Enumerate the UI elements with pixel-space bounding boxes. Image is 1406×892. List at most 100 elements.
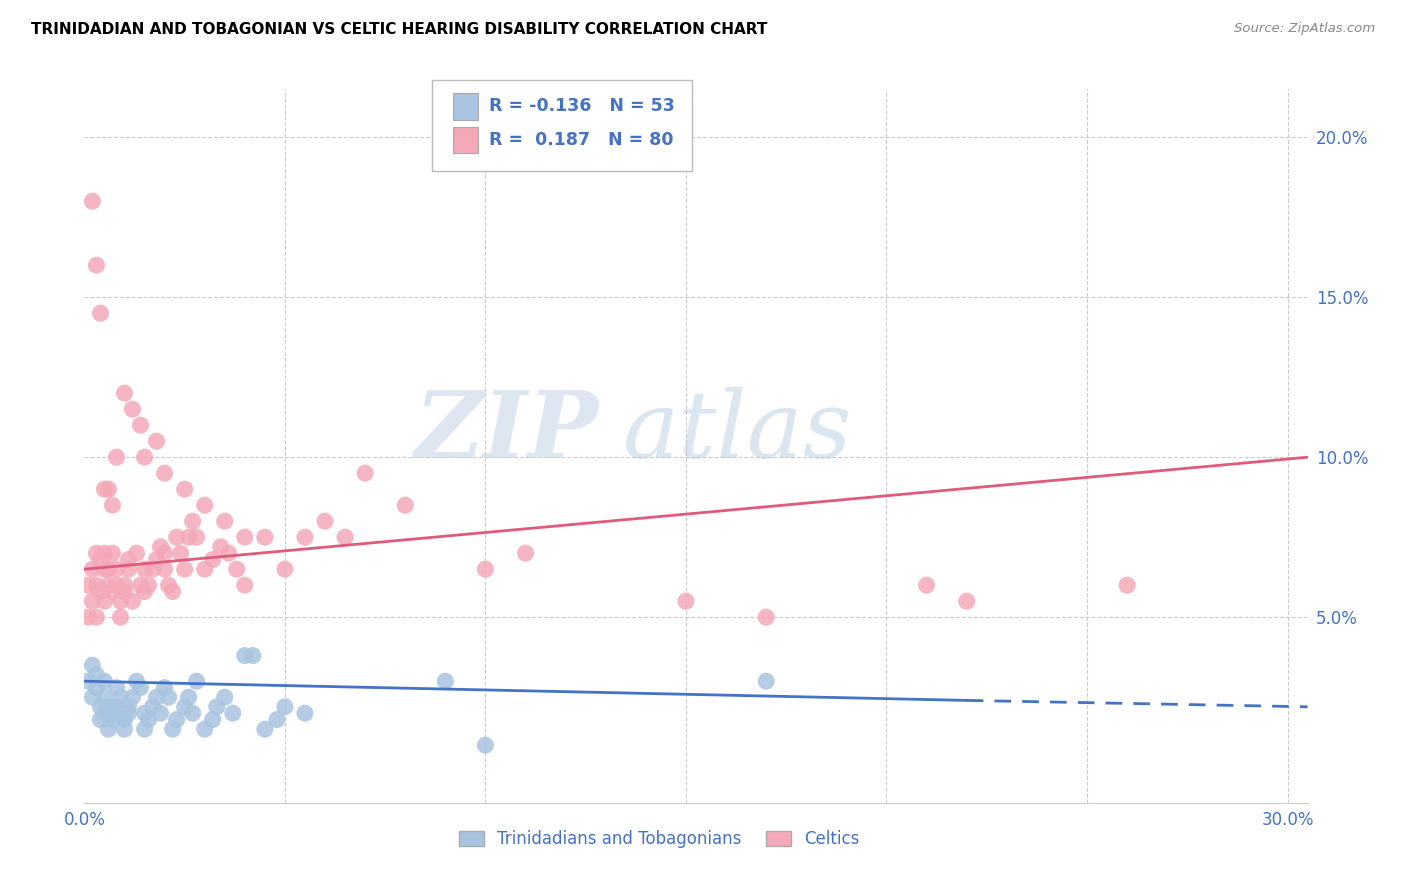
Point	[242, 648, 264, 663]
Text: TRINIDADIAN AND TOBAGONIAN VS CELTIC HEARING DISABILITY CORRELATION CHART: TRINIDADIAN AND TOBAGONIAN VS CELTIC HEA…	[31, 22, 768, 37]
Point	[145, 434, 167, 449]
Point	[266, 713, 288, 727]
Point	[117, 562, 139, 576]
Point	[274, 562, 297, 576]
Point	[214, 514, 236, 528]
Point	[134, 584, 156, 599]
Point	[166, 530, 188, 544]
Text: R =  0.187   N = 80: R = 0.187 N = 80	[489, 131, 673, 149]
Point	[956, 594, 979, 608]
Legend: Trinidadians and Tobagonians, Celtics: Trinidadians and Tobagonians, Celtics	[451, 824, 866, 855]
Point	[149, 540, 172, 554]
Point	[93, 706, 115, 721]
Point	[225, 562, 247, 576]
Point	[166, 713, 188, 727]
Point	[333, 530, 356, 544]
Point	[117, 706, 139, 721]
Point	[86, 546, 108, 560]
Point	[173, 699, 195, 714]
Point	[253, 530, 276, 544]
Point	[145, 552, 167, 566]
Point	[233, 530, 256, 544]
Point	[129, 681, 152, 695]
Point	[105, 699, 128, 714]
Text: R = -0.136   N = 53: R = -0.136 N = 53	[489, 97, 675, 115]
Point	[77, 578, 100, 592]
Point	[194, 498, 217, 512]
Point	[209, 540, 232, 554]
Point	[162, 722, 184, 736]
Point	[515, 546, 537, 560]
Point	[93, 546, 115, 560]
Point	[110, 706, 132, 721]
Point	[755, 674, 778, 689]
Point	[101, 498, 124, 512]
Point	[233, 578, 256, 592]
Point	[138, 578, 160, 592]
Point	[755, 610, 778, 624]
Point	[177, 530, 200, 544]
Point	[294, 530, 316, 544]
Point	[110, 690, 132, 705]
Point	[181, 514, 204, 528]
Point	[394, 498, 416, 512]
Point	[89, 552, 111, 566]
Point	[205, 699, 228, 714]
Point	[141, 562, 163, 576]
Point	[101, 713, 124, 727]
Point	[233, 648, 256, 663]
Point	[114, 722, 136, 736]
Point	[1116, 578, 1139, 592]
Point	[138, 713, 160, 727]
Point	[153, 681, 176, 695]
Point	[97, 699, 120, 714]
Point	[177, 690, 200, 705]
Point	[97, 482, 120, 496]
Point	[110, 610, 132, 624]
Point	[125, 546, 148, 560]
Point	[121, 594, 143, 608]
Point	[434, 674, 457, 689]
Point	[93, 482, 115, 496]
Point	[86, 258, 108, 272]
Point	[915, 578, 938, 592]
Point	[294, 706, 316, 721]
Point	[97, 562, 120, 576]
Point	[474, 738, 496, 752]
Point	[173, 562, 195, 576]
Point	[97, 578, 120, 592]
Text: ZIP: ZIP	[413, 387, 598, 476]
Point	[153, 466, 176, 480]
Point	[157, 690, 180, 705]
Point	[86, 610, 108, 624]
Point	[86, 578, 108, 592]
Point	[201, 713, 224, 727]
Point	[214, 690, 236, 705]
Point	[134, 722, 156, 736]
Point	[105, 450, 128, 465]
Point	[194, 722, 217, 736]
Point	[162, 584, 184, 599]
Point	[153, 546, 176, 560]
Point	[169, 546, 191, 560]
Point	[114, 713, 136, 727]
Point	[186, 674, 208, 689]
Point	[82, 594, 104, 608]
Point	[194, 562, 217, 576]
Point	[101, 706, 124, 721]
Point	[105, 578, 128, 592]
Point	[93, 594, 115, 608]
Point	[134, 562, 156, 576]
Point	[82, 658, 104, 673]
Point	[129, 418, 152, 433]
Point	[222, 706, 245, 721]
Point	[253, 722, 276, 736]
Point	[149, 706, 172, 721]
Point	[201, 552, 224, 566]
Point	[93, 562, 115, 576]
Point	[134, 450, 156, 465]
Point	[141, 699, 163, 714]
Point	[77, 674, 100, 689]
Point	[134, 706, 156, 721]
Point	[82, 194, 104, 209]
